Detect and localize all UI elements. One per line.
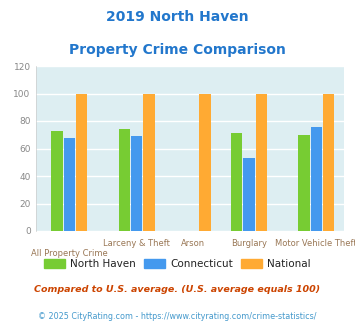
Text: Motor Vehicle Theft: Motor Vehicle Theft xyxy=(275,239,355,248)
Bar xyxy=(200,93,211,231)
Bar xyxy=(131,136,142,231)
Text: Arson: Arson xyxy=(181,239,205,248)
Bar xyxy=(51,131,62,231)
Bar xyxy=(231,133,242,231)
Text: Property Crime Comparison: Property Crime Comparison xyxy=(69,43,286,57)
Text: Larceny & Theft: Larceny & Theft xyxy=(103,239,170,248)
Bar xyxy=(76,93,87,231)
Bar xyxy=(323,93,334,231)
Bar xyxy=(243,158,255,231)
Text: Burglary: Burglary xyxy=(231,239,267,248)
Text: © 2025 CityRating.com - https://www.cityrating.com/crime-statistics/: © 2025 CityRating.com - https://www.city… xyxy=(38,312,317,321)
Bar xyxy=(119,129,130,231)
Bar xyxy=(143,93,155,231)
Bar xyxy=(64,138,75,231)
Text: All Property Crime: All Property Crime xyxy=(31,249,108,258)
Bar xyxy=(298,135,310,231)
Legend: North Haven, Connecticut, National: North Haven, Connecticut, National xyxy=(40,254,315,273)
Text: 2019 North Haven: 2019 North Haven xyxy=(106,10,249,24)
Text: Compared to U.S. average. (U.S. average equals 100): Compared to U.S. average. (U.S. average … xyxy=(34,285,321,294)
Bar xyxy=(311,126,322,231)
Bar xyxy=(256,93,267,231)
